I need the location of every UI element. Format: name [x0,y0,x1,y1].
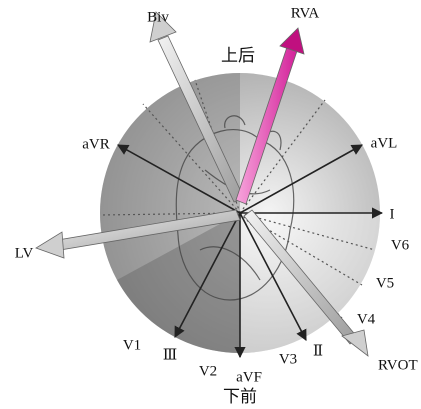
label: V4 [357,311,376,327]
label: Ⅲ [163,347,177,363]
label: I [390,206,395,222]
label: V6 [391,237,410,253]
label: 上后 [221,46,255,65]
label: V2 [199,363,217,379]
label: RVA [291,5,320,21]
label: RVOT [378,357,418,373]
label: V1 [123,337,141,353]
label: aVR [82,136,110,152]
label: LV [15,245,34,261]
label: V5 [376,275,394,291]
label: 下前 [223,387,257,406]
label: aVF [236,369,262,385]
label: V3 [279,351,297,367]
ecg-axis-diagram: Biv RVA 上后 aVR aVL I LV V6 V5 V4 RVOT V1… [0,0,421,409]
label: aVL [371,135,398,151]
label: Ⅱ [313,343,323,359]
label: Biv [147,9,169,25]
